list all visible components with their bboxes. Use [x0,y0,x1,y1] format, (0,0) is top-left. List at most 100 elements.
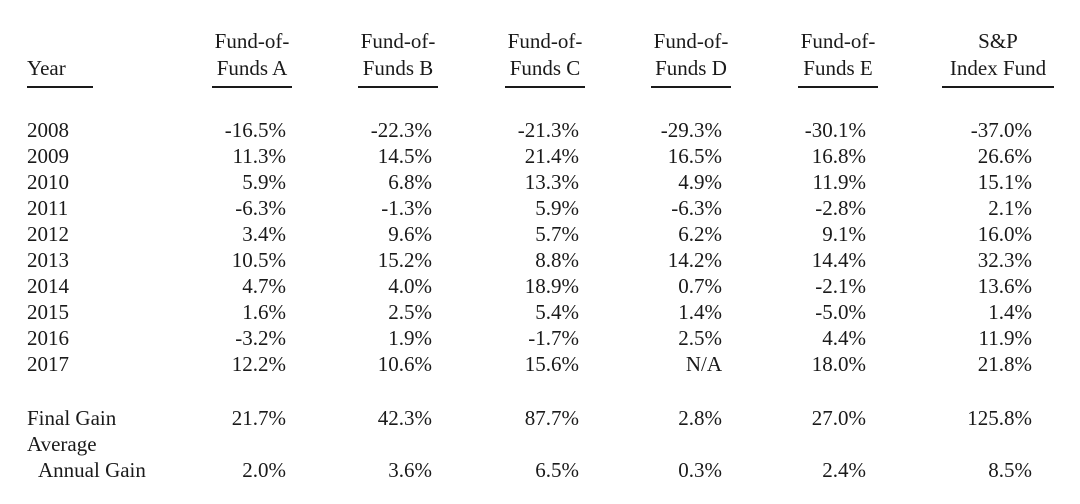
cell-fund-c: -21.3% [517,118,579,142]
cell-fund-b: 10.6% [377,352,432,376]
cell-fund-c: 13.3% [524,170,579,194]
cell-fund-c: 15.6% [524,352,579,376]
cell-fund-d: 2.8% [678,406,722,430]
header-underline [651,86,731,88]
row-year: 2014 [27,274,69,298]
cell-fund-a: 10.5% [231,248,286,272]
cell-fund-c: 5.4% [535,300,579,324]
cell-fund-a: -6.3% [235,196,286,220]
row-year: 2008 [27,118,69,142]
header-line2: Funds E [803,56,873,80]
cell-sp-index: -37.0% [970,118,1032,142]
cell-fund-e: 11.9% [812,170,866,194]
cell-fund-e: -2.1% [815,274,866,298]
header-sp-index: S&P Index Fund [942,28,1054,88]
cell-fund-c: 87.7% [524,406,579,430]
cell-fund-b: 14.5% [377,144,432,168]
cell-fund-a: 2.0% [242,458,286,482]
row-year: 2013 [27,248,69,272]
cell-sp-index: 1.4% [988,300,1032,324]
cell-sp-index: 16.0% [977,222,1032,246]
cell-sp-index: 11.9% [978,326,1032,350]
header-fund-d: Fund-of- Funds D [651,28,731,88]
cell-fund-c: 6.5% [535,458,579,482]
header-year: Year [27,55,93,88]
cell-sp-index: 32.3% [977,248,1032,272]
header-line1: Fund-of- [360,29,436,53]
cell-fund-e: 9.1% [822,222,866,246]
header-fund-a: Fund-of- Funds A [212,28,292,88]
cell-fund-e: 16.8% [811,144,866,168]
cell-fund-e: -5.0% [815,300,866,324]
cell-fund-d: 14.2% [667,248,722,272]
cell-fund-b: 1.9% [388,326,432,350]
cell-fund-a: 1.6% [242,300,286,324]
cell-fund-a: 21.7% [231,406,286,430]
cell-fund-d: -6.3% [671,196,722,220]
cell-fund-a: -16.5% [224,118,286,142]
cell-sp-index: 21.8% [977,352,1032,376]
cell-fund-c: 18.9% [524,274,579,298]
cell-sp-index: 2.1% [988,196,1032,220]
cell-fund-b: 3.6% [388,458,432,482]
cell-fund-b: 6.8% [388,170,432,194]
header-line2: Index Fund [949,56,1047,80]
header-line2: Funds D [655,56,727,80]
cell-fund-c: 21.4% [524,144,579,168]
header-line1: Fund-of- [214,29,290,53]
cell-fund-d: 1.4% [678,300,722,324]
header-underline [505,86,585,88]
header-line1: S&P [978,29,1018,53]
cell-fund-b: -22.3% [370,118,432,142]
cell-fund-d: 16.5% [667,144,722,168]
row-year: 2016 [27,326,69,350]
cell-fund-d: N/A [685,352,722,376]
row-year: 2010 [27,170,69,194]
final-gain-label: Final Gain [27,406,117,430]
header-fund-c: Fund-of- Funds C [505,28,585,88]
cell-fund-b: 4.0% [388,274,432,298]
cell-fund-b: 15.2% [377,248,432,272]
cell-fund-b: 9.6% [388,222,432,246]
cell-fund-e: 27.0% [811,406,866,430]
cell-sp-index: 8.5% [988,458,1032,482]
header-line1: Fund-of- [653,29,729,53]
cell-fund-e: 4.4% [822,326,866,350]
cell-sp-index: 15.1% [977,170,1032,194]
header-underline [358,86,438,88]
header-underline [212,86,292,88]
header-fund-e: Fund-of- Funds E [798,28,878,88]
cell-fund-d: 4.9% [678,170,722,194]
cell-fund-b: 2.5% [388,300,432,324]
cell-fund-c: 5.7% [535,222,579,246]
cell-fund-c: 5.9% [535,196,579,220]
cell-fund-b: 42.3% [377,406,432,430]
cell-fund-d: -29.3% [660,118,722,142]
header-year-label: Year [27,56,66,80]
header-line2: Funds C [509,56,581,80]
header-line1: Fund-of- [800,29,876,53]
cell-fund-d: 6.2% [678,222,722,246]
header-underline [798,86,878,88]
header-underline [942,86,1054,88]
cell-fund-d: 0.3% [678,458,722,482]
cell-fund-a: -3.2% [235,326,286,350]
row-year: 2011 [27,196,69,220]
header-line2: Funds B [362,56,434,80]
cell-fund-e: 18.0% [811,352,866,376]
average-label-line1: Average [27,432,97,456]
cell-fund-a: 3.4% [242,222,286,246]
cell-fund-d: 0.7% [678,274,722,298]
cell-fund-c: -1.7% [528,326,579,350]
cell-sp-index: 13.6% [977,274,1032,298]
cell-fund-e: 2.4% [822,458,866,482]
header-underline [27,86,93,88]
cell-fund-a: 12.2% [231,352,286,376]
row-year: 2017 [27,352,69,376]
cell-fund-a: 5.9% [242,170,286,194]
cell-fund-e: 14.4% [811,248,866,272]
cell-fund-a: 4.7% [242,274,286,298]
cell-fund-d: 2.5% [678,326,722,350]
row-year: 2015 [27,300,69,324]
header-fund-b: Fund-of- Funds B [358,28,438,88]
